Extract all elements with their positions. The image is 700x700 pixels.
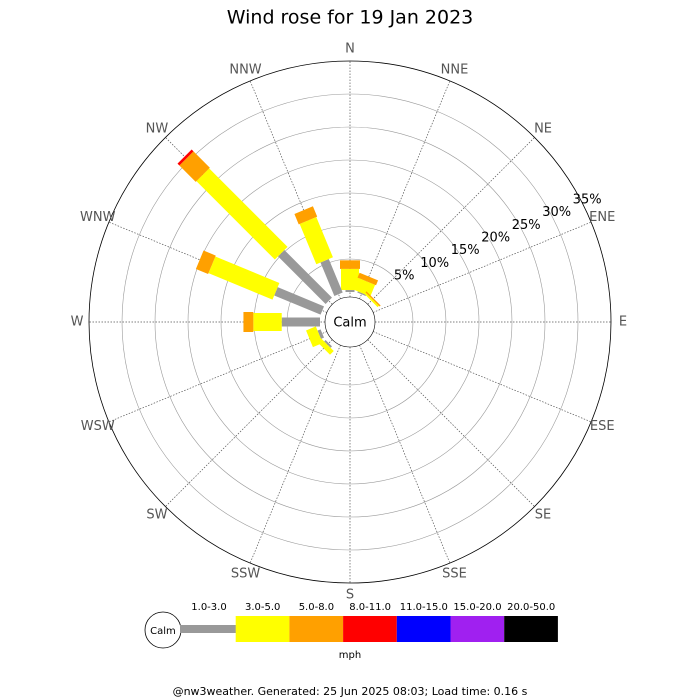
- legend-label: 15.0-20.0: [453, 602, 501, 613]
- bar-segment: [353, 278, 376, 297]
- spoke: [359, 344, 451, 564]
- direction-label: SE: [535, 508, 551, 523]
- bar-segment: [274, 287, 325, 315]
- bar-segment: [357, 272, 379, 286]
- direction-label: WSW: [81, 419, 115, 434]
- calm-circle: [324, 296, 376, 348]
- direction-label: SSW: [231, 567, 261, 582]
- direction-label: SSE: [442, 567, 467, 582]
- bar-segment: [365, 291, 381, 307]
- legend-label: 3.0-5.0: [245, 602, 280, 613]
- bar-segment: [196, 168, 288, 260]
- bar-segment: [317, 329, 325, 339]
- grid-ring: [88, 60, 612, 584]
- spoke: [367, 339, 535, 507]
- direction-label: NNE: [441, 62, 469, 77]
- legend-swatch: [450, 616, 505, 642]
- legend-label: 1.0-3.0: [191, 602, 226, 613]
- bar-segment: [320, 259, 343, 297]
- spoke: [249, 344, 341, 564]
- bar-segment: [195, 250, 216, 275]
- chart-title: Wind rose for 19 Jan 2023: [227, 7, 474, 29]
- legend-label: 11.0-15.0: [400, 602, 448, 613]
- direction-label: WNW: [80, 210, 116, 225]
- direction-label: E: [619, 315, 627, 330]
- bar-segment: [345, 290, 355, 292]
- bar-segment: [364, 293, 379, 308]
- grid-ring: [121, 93, 579, 551]
- calm-label: Calm: [333, 316, 366, 331]
- spoke: [372, 221, 592, 313]
- direction-label: S: [346, 588, 354, 603]
- bar-segment: [324, 340, 332, 348]
- direction-label: NNW: [229, 62, 261, 77]
- bar-segment: [243, 312, 254, 332]
- legend-swatch: [504, 616, 558, 642]
- grid-ring: [154, 126, 546, 518]
- bar-segment: [179, 151, 210, 182]
- r-tick-label: 35%: [573, 193, 602, 208]
- bar-segment: [340, 260, 360, 269]
- spoke: [165, 339, 333, 507]
- legend-swatch: [180, 625, 237, 633]
- bar-segment: [177, 149, 194, 166]
- bar-segment: [357, 291, 367, 297]
- footer: @nw3weather. Generated: 25 Jun 2025 08:0…: [173, 685, 528, 698]
- legend-label: 5.0-8.0: [299, 602, 334, 613]
- direction-label: NE: [534, 121, 552, 136]
- unit-label: mph: [339, 650, 361, 661]
- bar-segment: [341, 268, 359, 291]
- r-tick-label: 30%: [542, 205, 571, 220]
- legend-swatch: [343, 616, 397, 642]
- direction-label: ESE: [590, 419, 615, 434]
- legend-swatch: [289, 616, 344, 642]
- bar-segment: [294, 206, 318, 225]
- grid-ring: [220, 192, 480, 452]
- direction-label: W: [71, 315, 84, 330]
- r-tick-label: 10%: [420, 256, 449, 271]
- bar-segment: [278, 250, 332, 304]
- direction-label: NW: [146, 121, 169, 136]
- bar-segment: [208, 256, 280, 300]
- legend-label: 20.0-50.0: [507, 602, 555, 613]
- direction-label: SW: [146, 508, 167, 523]
- legend-swatch: [396, 616, 451, 642]
- r-tick-label: 5%: [394, 268, 415, 283]
- r-tick-label: 20%: [481, 231, 510, 246]
- spoke: [372, 331, 592, 423]
- spoke: [359, 80, 451, 300]
- bar-segment: [299, 217, 333, 265]
- direction-label: ENE: [589, 210, 615, 225]
- bar-segment: [281, 317, 320, 327]
- direction-label: N: [345, 42, 355, 57]
- legend-label: 8.0-11.0: [349, 602, 391, 613]
- spoke: [108, 331, 328, 423]
- r-tick-label: 15%: [451, 243, 480, 258]
- spoke: [367, 137, 535, 305]
- grid-ring: [187, 159, 513, 485]
- bar-segment: [306, 326, 323, 348]
- legend-calm-label: Calm: [150, 626, 176, 637]
- r-tick-label: 25%: [512, 218, 541, 233]
- bar-segment: [253, 313, 282, 331]
- legend-swatch: [235, 616, 290, 642]
